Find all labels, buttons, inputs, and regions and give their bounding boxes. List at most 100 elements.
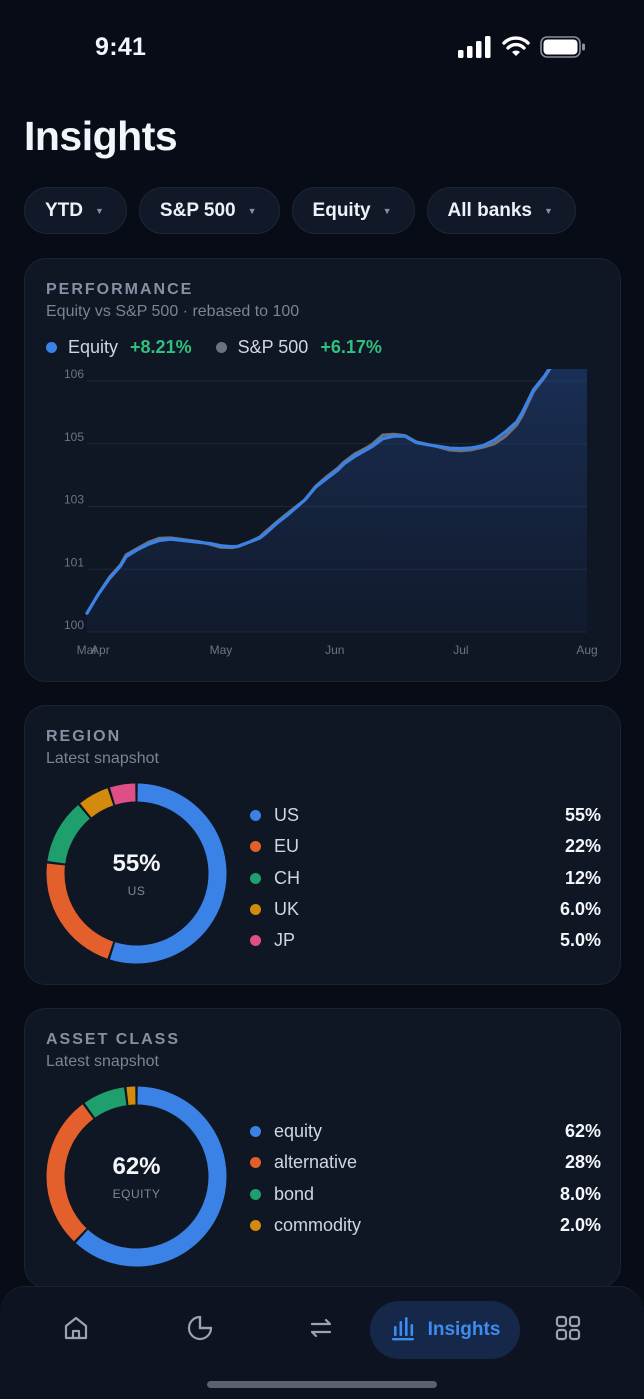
- legend-dot: [250, 935, 261, 947]
- legend-equity-name: Equity: [68, 337, 119, 357]
- tab-home[interactable]: [36, 1301, 116, 1359]
- filter-bank-label: All banks: [447, 199, 533, 221]
- filter-bank[interactable]: All banks ▼: [426, 187, 576, 234]
- legend-dot: [250, 1157, 261, 1169]
- legend-value: 22%: [564, 836, 601, 857]
- transfer-icon: [307, 1314, 335, 1347]
- chevron-down-icon: ▼: [247, 205, 257, 216]
- legend-item-eu: EU 22%: [250, 831, 601, 862]
- legend-name: JP: [274, 930, 296, 951]
- legend-value: 28%: [564, 1152, 601, 1173]
- home-indicator: [207, 1381, 437, 1388]
- bar-chart-icon: [390, 1315, 416, 1346]
- donut-slice-eu: [46, 863, 114, 959]
- legend-value: 2.0%: [559, 1215, 601, 1236]
- tab-bar: Insights: [0, 1286, 644, 1399]
- x-tick-label: Mar: [77, 643, 98, 657]
- legend-name: bond: [274, 1183, 315, 1204]
- chevron-down-icon: ▼: [544, 205, 553, 216]
- asset-class-donut: 62% EQUITY: [45, 1085, 228, 1268]
- y-tick-label: 100: [64, 618, 84, 632]
- legend-dot: [250, 1188, 261, 1200]
- status-icons: [458, 36, 586, 63]
- x-tick-label: Apr: [91, 643, 110, 657]
- legend-item-bond: bond 8.0%: [250, 1179, 601, 1210]
- y-tick-label: 101: [64, 555, 84, 569]
- x-tick-label: Jul: [453, 643, 468, 657]
- status-bar: 9:41: [0, 0, 644, 95]
- legend-value: 8.0%: [559, 1183, 601, 1204]
- legend-item-us: US 55%: [250, 800, 601, 831]
- donut-slice-jp: [109, 783, 136, 805]
- region-card: REGION Latest snapshot 55% US US 55% EU …: [24, 705, 621, 985]
- legend-item-jp: JP 5.0%: [250, 925, 601, 956]
- legend-name: equity: [274, 1121, 323, 1142]
- filter-asset-class[interactable]: Equity ▼: [291, 187, 415, 234]
- asset-class-subtitle: Latest snapshot: [46, 1053, 159, 1070]
- y-tick-label: 103: [64, 493, 84, 507]
- region-subtitle: Latest snapshot: [46, 750, 159, 767]
- region-label: REGION: [46, 728, 122, 745]
- filter-bar: YTD ▼ S&P 500 ▼ Equity ▼ All banks ▼: [24, 187, 576, 234]
- legend-item-ch: CH 12%: [250, 863, 601, 894]
- page-title: Insights: [24, 113, 178, 159]
- y-tick-label: 105: [64, 430, 84, 444]
- legend-name: UK: [274, 899, 300, 920]
- region-donut-center: 55% US: [45, 782, 228, 965]
- asset-class-label: ASSET CLASS: [46, 1031, 181, 1048]
- asset-class-donut-chart: [46, 1086, 227, 1267]
- tab-more[interactable]: [528, 1301, 608, 1359]
- filter-benchmark[interactable]: S&P 500 ▼: [138, 187, 280, 234]
- cellular-signal-icon: [458, 36, 492, 63]
- legend-name: alternative: [274, 1152, 358, 1173]
- legend-value: 5.0%: [559, 930, 601, 951]
- chevron-down-icon: ▼: [95, 205, 104, 216]
- legend-dot: [250, 872, 261, 884]
- legend-dot-benchmark: [215, 342, 227, 353]
- chevron-down-icon: ▼: [382, 205, 392, 216]
- legend-benchmark-change: +6.17%: [320, 337, 382, 357]
- legend-dot: [250, 810, 261, 822]
- legend-dot-equity: [46, 342, 57, 353]
- tab-portfolio[interactable]: [160, 1301, 240, 1359]
- legend-name: CH: [274, 867, 300, 888]
- legend-name: US: [274, 805, 300, 826]
- filter-period[interactable]: YTD ▼: [24, 187, 127, 234]
- legend-dot: [250, 1126, 261, 1138]
- pie-chart-icon: [186, 1314, 214, 1347]
- battery-icon: [540, 36, 586, 63]
- home-icon: [62, 1314, 90, 1347]
- donut-slice-us: [109, 783, 227, 964]
- asset-class-card: ASSET CLASS Latest snapshot 62% EQUITY e…: [24, 1008, 621, 1288]
- performance-card: PERFORMANCE Equity vs S&P 500 · rebased …: [24, 258, 621, 682]
- legend-equity-change: +8.21%: [130, 337, 192, 357]
- region-donut: 55% US: [45, 782, 228, 965]
- equity-area: [87, 369, 587, 632]
- legend-name: EU: [274, 836, 300, 857]
- wifi-icon: [502, 36, 530, 63]
- tab-insights[interactable]: Insights: [370, 1301, 520, 1359]
- legend-item-commodity: commodity 2.0%: [250, 1210, 601, 1241]
- legend-dot: [250, 1220, 261, 1232]
- filter-benchmark-label: S&P 500: [159, 199, 236, 221]
- region-legend: US 55% EU 22% CH 12% UK 6.0% JP 5.0%: [250, 800, 601, 956]
- filter-period-label: YTD: [45, 199, 83, 221]
- performance-subtitle: Equity vs S&P 500 · rebased to 100: [46, 303, 300, 320]
- legend-value: 62%: [564, 1121, 601, 1142]
- donut-slice-uk: [80, 788, 114, 818]
- legend-dot: [250, 841, 261, 853]
- filter-asset-class-label: Equity: [312, 199, 371, 221]
- asset-class-donut-caption: EQUITY: [112, 1186, 161, 1201]
- legend-benchmark-name: S&P 500: [237, 337, 309, 357]
- asset-class-donut-center: 62% EQUITY: [45, 1085, 228, 1268]
- legend-value: 55%: [564, 805, 601, 826]
- legend-name: commodity: [274, 1215, 362, 1236]
- tab-transfers[interactable]: [281, 1301, 361, 1359]
- performance-label: PERFORMANCE: [46, 281, 194, 298]
- x-tick-label: Jun: [325, 643, 344, 657]
- equity-line: [85, 369, 551, 615]
- donut-slice-alternative: [46, 1104, 94, 1242]
- legend-item-alternative: alternative 28%: [250, 1147, 601, 1178]
- performance-legend: Equity +8.21% S&P 500 +6.17%: [46, 337, 406, 358]
